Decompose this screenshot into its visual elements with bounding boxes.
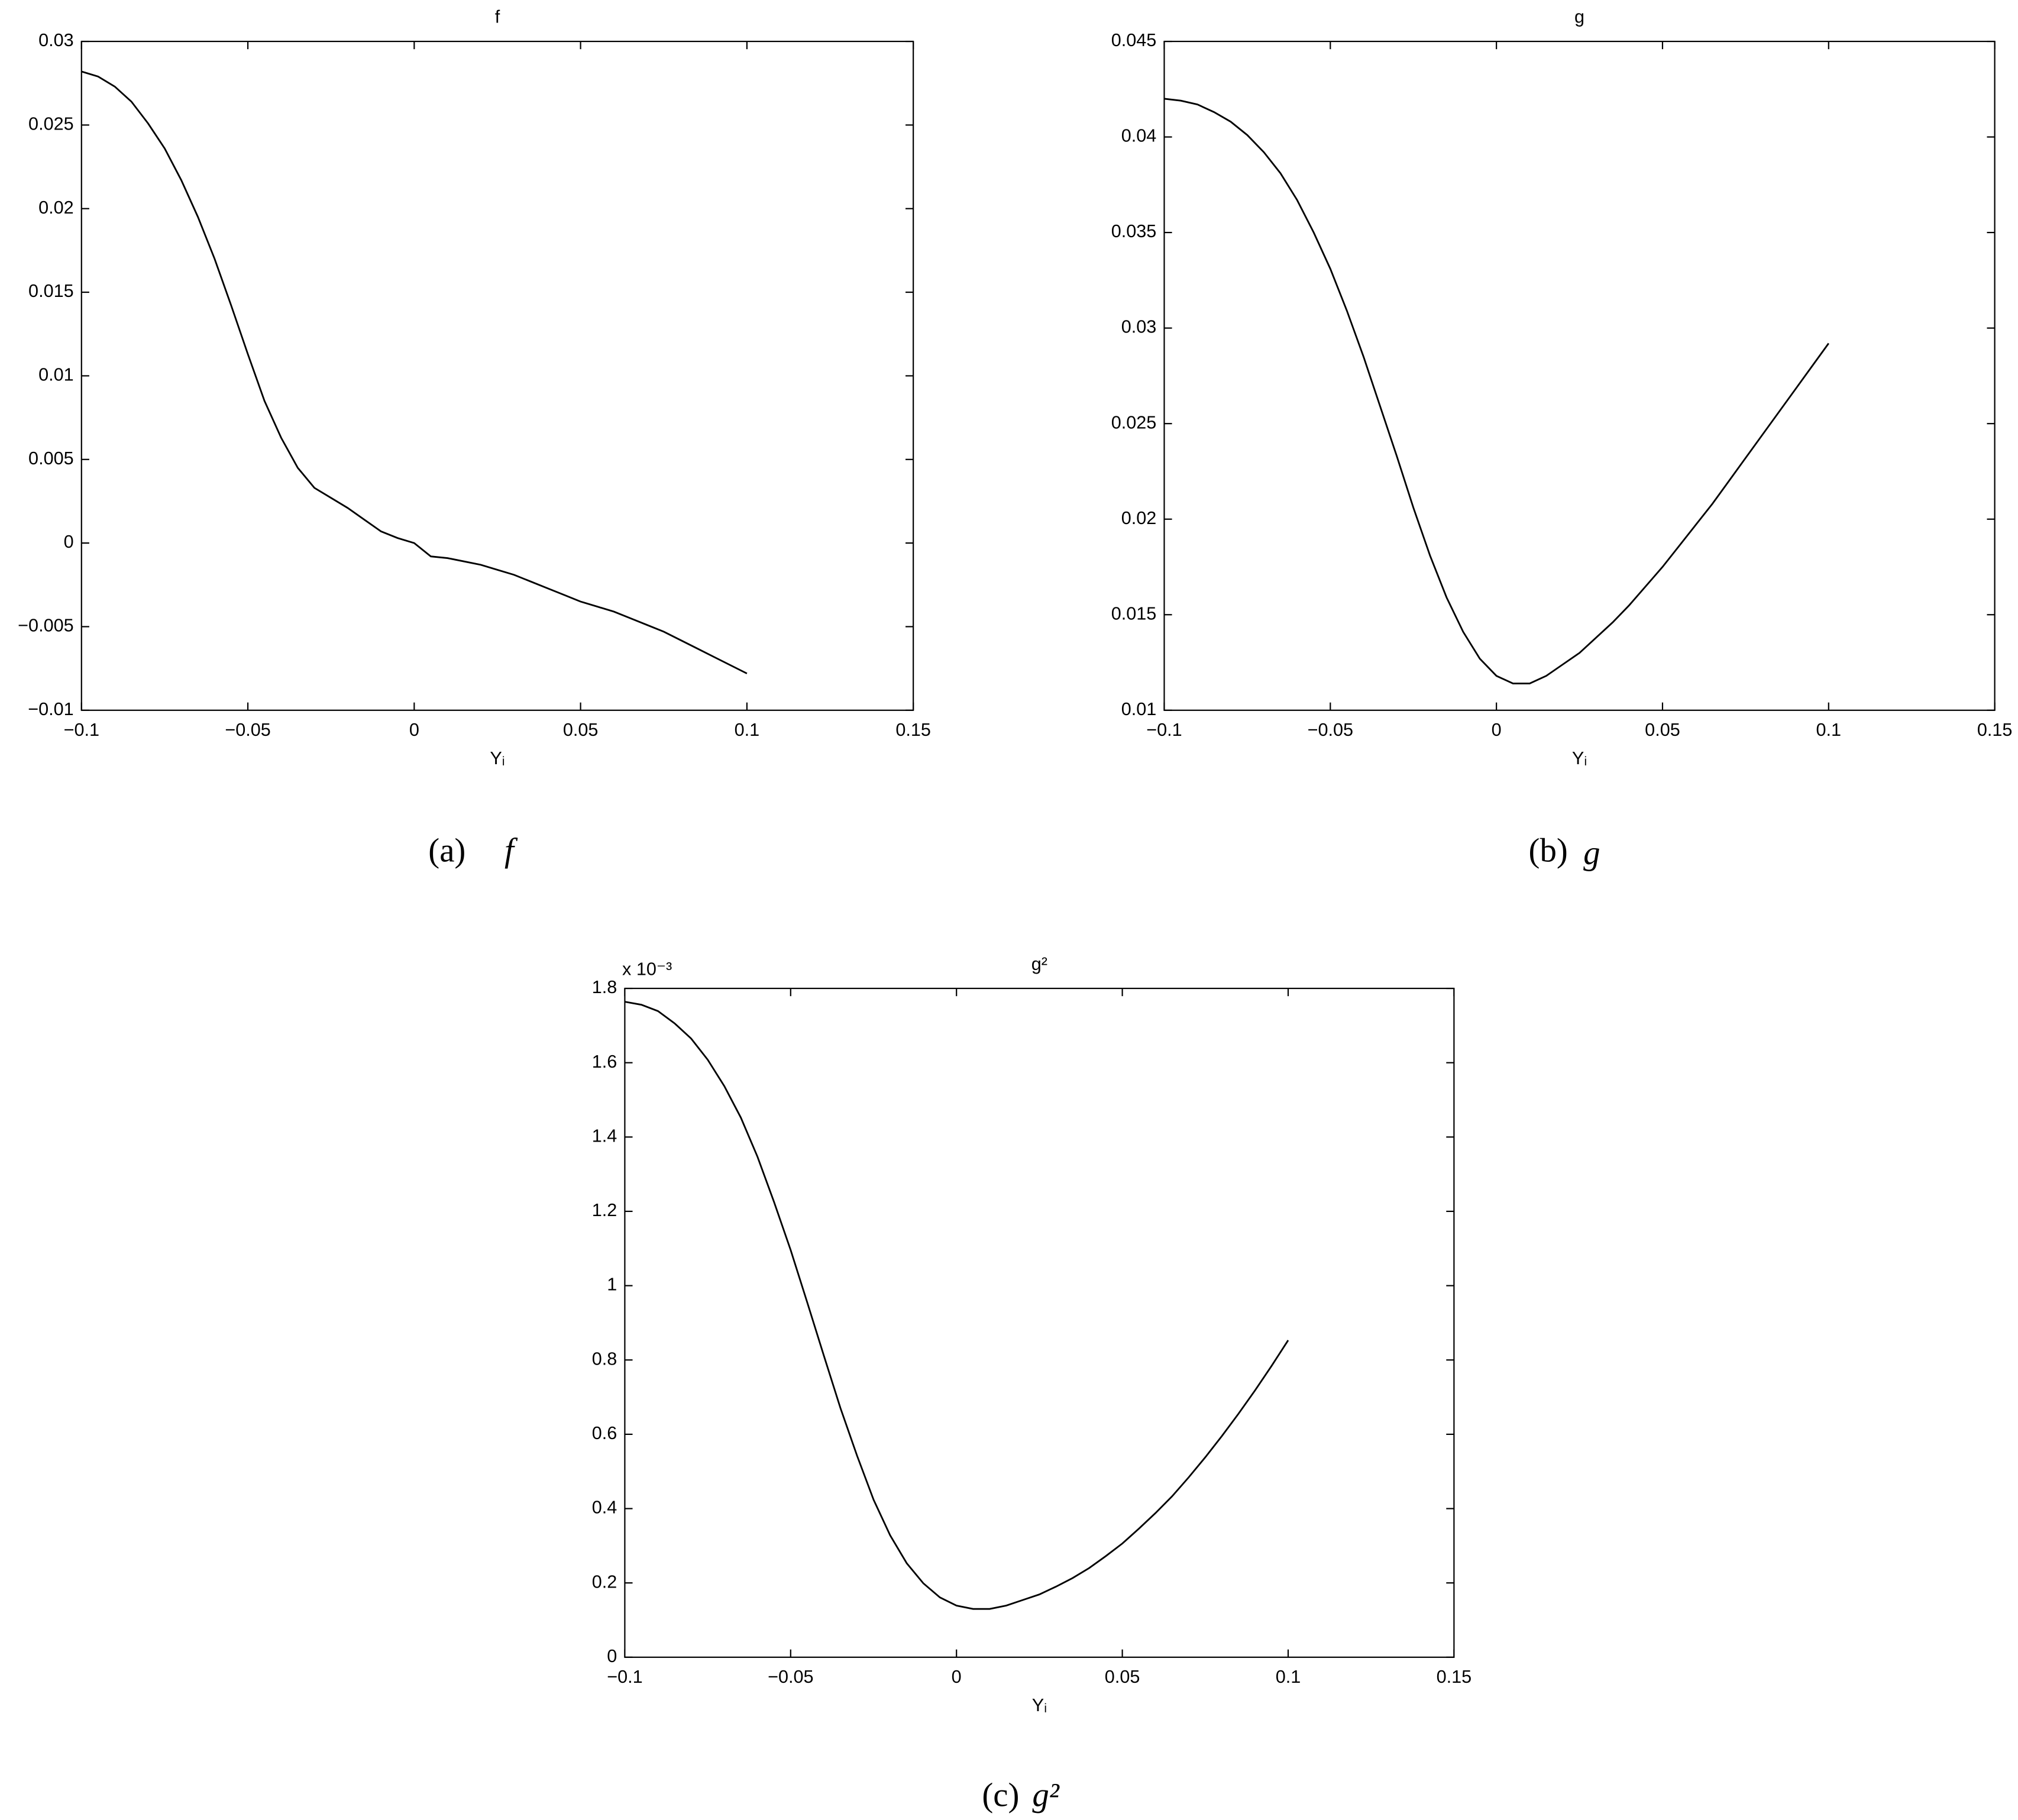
y-tick-label: 1.8	[592, 977, 617, 997]
x-tick-label: 0	[409, 720, 419, 740]
plot-frame	[80, 40, 914, 711]
x-tick-label: 0.05	[1645, 720, 1680, 740]
y-tick-label: 0.02	[38, 198, 74, 218]
y-tick-label: 0.2	[592, 1572, 617, 1592]
y-tick-label: 0.045	[1111, 30, 1157, 50]
caption-symbol: f	[504, 832, 518, 869]
data-line	[1164, 98, 1829, 684]
y-tick-label: 0.04	[1121, 126, 1157, 146]
caption-symbol: g	[1583, 835, 1600, 872]
y-tick-label: 0.005	[28, 448, 74, 468]
caption-label: (b)	[1529, 832, 1568, 869]
y-tick-label: 0.01	[1121, 699, 1157, 719]
x-tick-label: −0.1	[607, 1667, 642, 1687]
y-tick-label: 0.8	[592, 1349, 617, 1369]
x-tick-label: 0	[952, 1667, 962, 1687]
y-tick-label: 0.015	[1111, 603, 1157, 623]
plot-frame	[624, 987, 1455, 1658]
x-tick-label: −0.1	[1146, 720, 1182, 740]
y-tick-label: 0	[64, 532, 74, 552]
x-tick-label: −0.05	[225, 720, 270, 740]
x-axis-label: Yᵢ	[1032, 1695, 1047, 1715]
y-tick-label: 1.4	[592, 1126, 617, 1146]
x-tick-label: 0.1	[735, 720, 760, 740]
caption-label: (c)	[982, 1776, 1019, 1813]
y-tick-label: −0.01	[28, 699, 73, 719]
y-tick-label: 1.6	[592, 1052, 617, 1072]
y-multiplier: x 10⁻³	[622, 959, 672, 979]
caption-symbol: g²	[1032, 1776, 1059, 1813]
x-tick-label: 0.05	[1105, 1667, 1140, 1687]
y-tick-label: 0.035	[1111, 221, 1157, 241]
x-tick-label: 0.1	[1276, 1667, 1301, 1687]
x-tick-label: 0.1	[1816, 720, 1842, 740]
chart-title: g²	[1031, 954, 1047, 974]
x-tick-label: −0.1	[64, 720, 99, 740]
y-tick-label: 1.2	[592, 1200, 617, 1220]
y-tick-label: 1	[607, 1275, 617, 1295]
y-tick-label: 0.4	[592, 1498, 617, 1518]
y-tick-label: 0.01	[38, 365, 74, 385]
y-tick-label: −0.005	[18, 616, 73, 636]
y-tick-label: 0.02	[1121, 508, 1157, 528]
x-tick-label: 0.05	[563, 720, 599, 740]
y-tick-label: 0.03	[1121, 317, 1157, 337]
x-tick-label: −0.05	[1308, 720, 1353, 740]
y-tick-label: 0.025	[28, 114, 74, 134]
caption-label: (a)	[428, 832, 465, 869]
x-tick-label: 0.15	[895, 720, 931, 740]
x-tick-label: −0.05	[768, 1667, 813, 1687]
chart-title: g	[1574, 7, 1584, 27]
data-line	[81, 70, 748, 674]
y-tick-label: 0.03	[38, 30, 74, 50]
plot-frame	[1163, 40, 1996, 711]
x-tick-label: 0.15	[1437, 1667, 1472, 1687]
x-axis-label: Yᵢ	[490, 748, 504, 768]
y-tick-label: 0	[607, 1646, 617, 1666]
x-axis-label: Yᵢ	[1572, 748, 1587, 768]
y-tick-label: 0.025	[1111, 412, 1157, 432]
y-tick-label: 0.015	[28, 281, 74, 301]
chart-title: f	[495, 7, 500, 27]
data-line	[625, 1001, 1289, 1610]
x-tick-label: 0	[1492, 720, 1502, 740]
x-tick-label: 0.15	[1977, 720, 2013, 740]
y-tick-label: 0.6	[592, 1423, 617, 1443]
